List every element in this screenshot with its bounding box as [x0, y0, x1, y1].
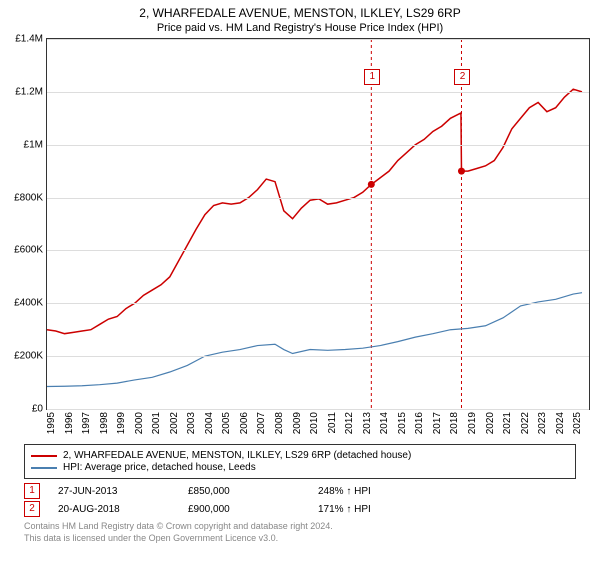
legend-item: 2, WHARFEDALE AVENUE, MENSTON, ILKLEY, L…	[31, 450, 569, 461]
legend-item: HPI: Average price, detached house, Leed…	[31, 462, 569, 473]
legend-label: HPI: Average price, detached house, Leed…	[63, 462, 256, 473]
legend-label: 2, WHARFEDALE AVENUE, MENSTON, ILKLEY, L…	[63, 450, 411, 461]
x-tick-label: 2013	[362, 412, 373, 434]
sales-marker: 2	[24, 501, 40, 517]
chart-marker-label: 1	[364, 69, 380, 85]
x-tick-label: 2007	[256, 412, 267, 434]
x-tick-label: 2006	[239, 412, 250, 434]
x-tick-label: 1995	[46, 412, 57, 434]
y-tick-label: £1.4M	[3, 34, 43, 45]
x-tick-label: 2008	[274, 412, 285, 434]
x-tick-label: 2019	[467, 412, 478, 434]
chart-subtitle: Price paid vs. HM Land Registry's House …	[0, 22, 600, 34]
x-tick-label: 2014	[379, 412, 390, 434]
footer-line: Contains HM Land Registry data © Crown c…	[24, 521, 576, 533]
x-tick-label: 2016	[414, 412, 425, 434]
y-tick-label: £0	[3, 404, 43, 415]
x-tick-label: 2018	[449, 412, 460, 434]
x-axis-ticks: 1995 1996 1997 1998 1999 2000 2001 2002 2003 2004…	[46, 410, 590, 440]
y-tick-label: £200K	[3, 351, 43, 362]
x-tick-label: 2025	[572, 412, 583, 434]
x-tick-label: 2010	[309, 412, 320, 434]
sales-price: £900,000	[188, 504, 318, 515]
x-tick-label: 2002	[169, 412, 180, 434]
x-tick-label: 1999	[116, 412, 127, 434]
footer-text: Contains HM Land Registry data © Crown c…	[24, 521, 576, 544]
x-tick-label: 2004	[204, 412, 215, 434]
x-tick-label: 2017	[432, 412, 443, 434]
sales-price: £850,000	[188, 486, 318, 497]
sales-marker: 1	[24, 483, 40, 499]
legend-swatch	[31, 455, 57, 457]
sales-table: 1 27-JUN-2013 £850,000 248% ↑ HPI 2 20-A…	[24, 483, 576, 517]
x-tick-label: 1997	[81, 412, 92, 434]
x-tick-label: 2024	[555, 412, 566, 434]
x-tick-label: 2020	[485, 412, 496, 434]
x-tick-label: 2005	[221, 412, 232, 434]
legend-swatch	[31, 467, 57, 469]
y-tick-label: £600K	[3, 245, 43, 256]
x-tick-label: 2003	[186, 412, 197, 434]
x-tick-label: 2015	[397, 412, 408, 434]
sales-row: 2 20-AUG-2018 £900,000 171% ↑ HPI	[24, 501, 576, 517]
chart-title: 2, WHARFEDALE AVENUE, MENSTON, ILKLEY, L…	[0, 6, 600, 20]
x-tick-label: 2012	[344, 412, 355, 434]
y-tick-label: £1M	[3, 139, 43, 150]
legend-box: 2, WHARFEDALE AVENUE, MENSTON, ILKLEY, L…	[24, 444, 576, 479]
x-tick-label: 2000	[134, 412, 145, 434]
x-tick-label: 2001	[151, 412, 162, 434]
sales-row: 1 27-JUN-2013 £850,000 248% ↑ HPI	[24, 483, 576, 499]
chart-marker-label: 2	[454, 69, 470, 85]
y-tick-label: £800K	[3, 192, 43, 203]
y-tick-label: £1.2M	[3, 86, 43, 97]
x-tick-label: 2022	[520, 412, 531, 434]
sales-date: 20-AUG-2018	[58, 504, 188, 515]
x-tick-label: 1996	[64, 412, 75, 434]
sales-change: 248% ↑ HPI	[318, 486, 448, 497]
chart-svg	[47, 39, 589, 409]
sales-date: 27-JUN-2013	[58, 486, 188, 497]
x-tick-label: 2023	[537, 412, 548, 434]
x-tick-label: 2021	[502, 412, 513, 434]
chart-plot-area: £0£200K£400K£600K£800K£1M£1.2M£1.4M12	[46, 38, 590, 410]
sales-change: 171% ↑ HPI	[318, 504, 448, 515]
y-tick-label: £400K	[3, 298, 43, 309]
x-tick-label: 2009	[292, 412, 303, 434]
footer-line: This data is licensed under the Open Gov…	[24, 533, 576, 545]
x-tick-label: 2011	[327, 412, 338, 434]
x-tick-label: 1998	[99, 412, 110, 434]
